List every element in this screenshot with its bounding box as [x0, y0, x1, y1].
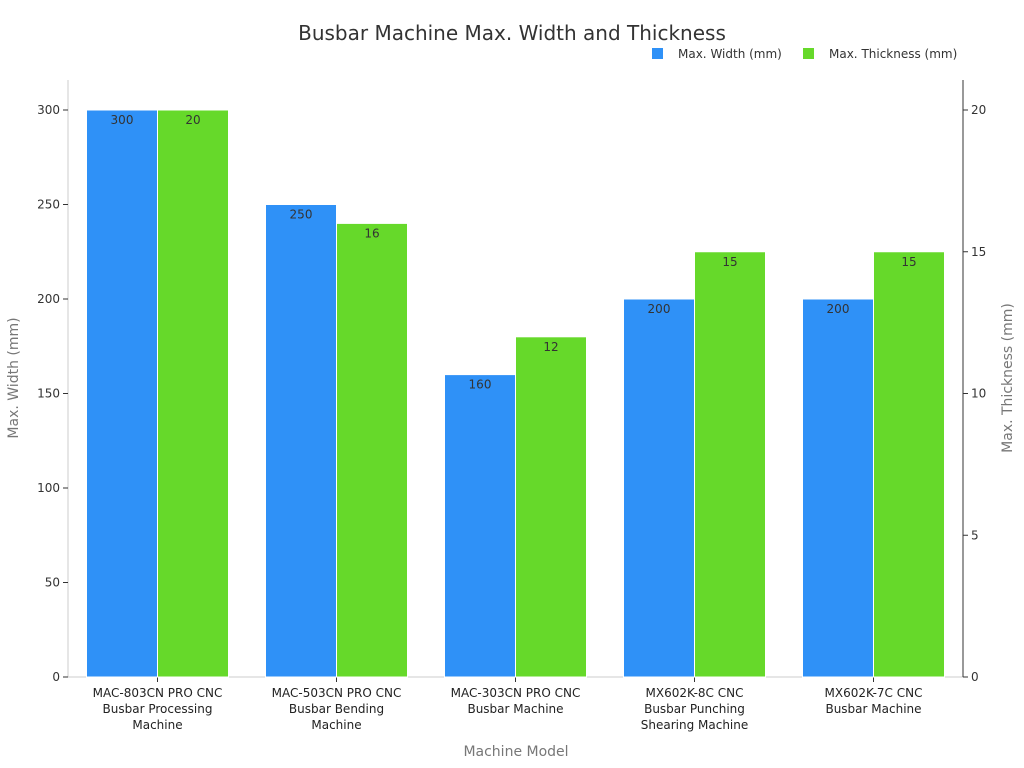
legend-swatch: [652, 48, 663, 59]
y2-tick-label: 20: [971, 103, 986, 117]
bar: [157, 109, 229, 678]
data-label: 15: [722, 255, 737, 269]
y-tick-label: 200: [37, 292, 60, 306]
y-tick-label: 250: [37, 198, 60, 212]
x-axis-title: Machine Model: [463, 744, 568, 760]
x-tick-label: MX602K-8C CNC Busbar Punching Shearing Mac…: [641, 686, 749, 732]
bar: [336, 222, 408, 678]
x-tick-label: MX602K-7C CNC Busbar Machine: [825, 686, 923, 716]
bar: [444, 374, 516, 678]
bar: [694, 251, 766, 678]
chart-title: Busbar Machine Max. Width and Thickness: [298, 21, 726, 45]
axes: 0 50 100 150 200 250 300 0 5 10 15 20 MAC-803CN PRO …: [37, 80, 986, 732]
data-label: 160: [469, 378, 492, 392]
y-axis-title: Max. Width (mm): [6, 317, 22, 438]
y-tick-label: 100: [37, 481, 60, 495]
y-tick-label: 0: [52, 670, 60, 684]
data-label: 12: [543, 340, 558, 354]
bars: [86, 109, 945, 678]
y2-tick-label: 5: [971, 528, 979, 542]
data-label: 20: [185, 113, 200, 127]
data-label: 15: [901, 255, 916, 269]
y-tick-label: 50: [45, 576, 60, 590]
y2-tick-label: 15: [971, 245, 986, 259]
legend-label: Max. Width (mm): [678, 47, 782, 61]
data-label: 200: [827, 302, 850, 316]
bar: [515, 336, 587, 678]
y2-tick-label: 0: [971, 670, 979, 684]
bar: [873, 251, 945, 678]
data-label: 200: [648, 302, 671, 316]
legend-label: Max. Thickness (mm): [829, 47, 957, 61]
x-tick-label: MAC-503CN PRO CNC Busbar Bending Machine: [272, 686, 402, 732]
legend-swatch: [803, 48, 814, 59]
y2-tick-label: 10: [971, 387, 986, 401]
legend: Max. Width (mm) Max. Thickness (mm): [652, 47, 957, 61]
x-tick-label: MAC-303CN PRO CNC Busbar Machine: [451, 686, 581, 716]
y-tick-label: 150: [37, 387, 60, 401]
x-tick-label: MAC-803CN PRO CNC Busbar Processing Machin…: [93, 686, 223, 732]
y2-axis-title: Max. Thickness (mm): [1000, 303, 1016, 453]
data-label: 250: [290, 208, 313, 222]
bar: [265, 204, 337, 678]
bar: [623, 298, 695, 678]
y-tick-label: 300: [37, 103, 60, 117]
data-labels: 300 20 250 16 160 12 200 15 200 15: [111, 113, 917, 392]
data-label: 16: [364, 226, 379, 240]
bar: [802, 298, 874, 678]
data-label: 300: [111, 113, 134, 127]
bar: [86, 109, 158, 678]
